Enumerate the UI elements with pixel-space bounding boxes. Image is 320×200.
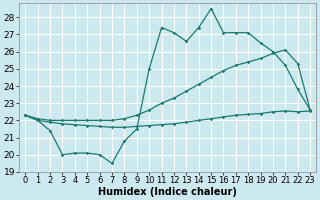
X-axis label: Humidex (Indice chaleur): Humidex (Indice chaleur): [98, 187, 237, 197]
